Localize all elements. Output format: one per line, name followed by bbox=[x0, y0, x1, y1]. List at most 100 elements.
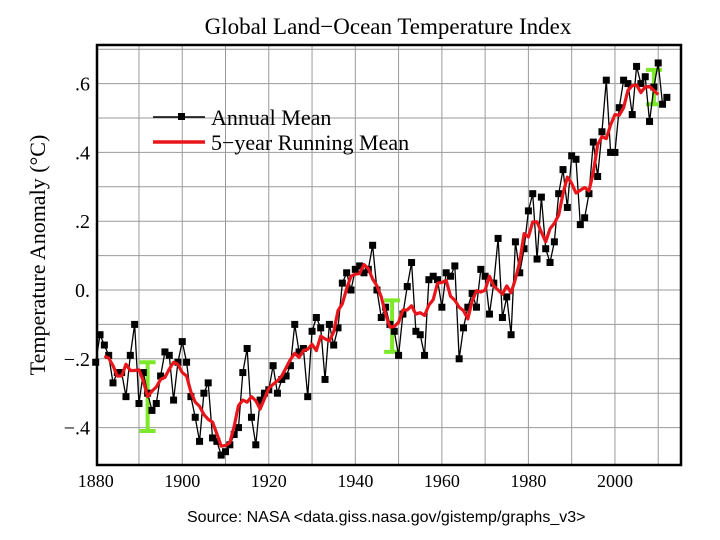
annual-mean-point bbox=[585, 190, 593, 198]
annual-mean-point bbox=[165, 351, 173, 359]
annual-mean-point bbox=[247, 413, 255, 421]
annual-mean-point bbox=[576, 221, 584, 229]
annual-mean-point bbox=[126, 351, 134, 359]
annual-mean-point bbox=[217, 451, 225, 459]
annual-mean-point bbox=[589, 138, 597, 146]
chart-title: Global Land−Ocean Temperature Index bbox=[205, 14, 572, 39]
annual-mean-series bbox=[92, 59, 671, 459]
annual-mean-point bbox=[152, 400, 160, 408]
annual-mean-point bbox=[243, 344, 251, 352]
annual-mean-point bbox=[416, 331, 424, 339]
annual-mean-point bbox=[330, 341, 338, 349]
annual-mean-point bbox=[213, 437, 221, 445]
running-mean-line bbox=[103, 83, 660, 448]
annual-mean-point bbox=[325, 320, 333, 328]
annual-mean-point bbox=[442, 269, 450, 277]
annual-mean-point bbox=[511, 238, 519, 246]
annual-mean-point bbox=[299, 344, 307, 352]
annual-mean-point bbox=[200, 389, 208, 397]
running-mean-series bbox=[103, 83, 660, 448]
annual-mean-point bbox=[455, 355, 463, 363]
annual-mean-point bbox=[620, 76, 628, 84]
annual-mean-point bbox=[282, 372, 290, 380]
annual-mean-point bbox=[321, 375, 329, 383]
legend: Annual Mean 5−year Running Mean bbox=[153, 105, 409, 155]
annual-mean-point bbox=[637, 80, 645, 88]
annual-mean-point bbox=[529, 190, 537, 198]
annual-mean-point bbox=[360, 269, 368, 277]
y-tick-label: .4 bbox=[75, 142, 90, 164]
annual-mean-point bbox=[468, 289, 476, 297]
annual-mean-point bbox=[161, 348, 169, 356]
annual-mean-point bbox=[377, 314, 385, 322]
annual-mean-point bbox=[503, 293, 511, 301]
x-tick-labels: 1880 1900 1920 1940 1960 1980 2000 bbox=[78, 471, 633, 491]
annual-mean-point bbox=[105, 351, 113, 359]
annual-mean-point bbox=[412, 327, 420, 335]
x-tick-label: 2000 bbox=[597, 471, 633, 491]
annual-mean-point bbox=[252, 441, 260, 449]
annual-mean-point bbox=[109, 379, 117, 387]
annual-mean-point bbox=[187, 393, 195, 401]
annual-mean-point bbox=[196, 437, 204, 445]
annual-mean-point bbox=[170, 396, 178, 404]
annual-mean-point bbox=[347, 286, 355, 294]
annual-mean-point bbox=[226, 441, 234, 449]
annual-mean-point bbox=[273, 389, 281, 397]
annual-mean-point bbox=[308, 327, 316, 335]
x-tick-label: 1960 bbox=[424, 471, 460, 491]
annual-mean-point bbox=[641, 73, 649, 81]
annual-mean-point bbox=[520, 245, 528, 253]
x-tick-label: 1940 bbox=[337, 471, 373, 491]
annual-mean-point bbox=[568, 152, 576, 160]
annual-mean-point bbox=[209, 434, 217, 442]
annual-mean-point bbox=[183, 358, 191, 366]
y-tick-label: 0. bbox=[75, 280, 90, 302]
annual-mean-point bbox=[542, 245, 550, 253]
annual-mean-point bbox=[260, 389, 268, 397]
annual-mean-point bbox=[572, 155, 580, 163]
annual-mean-line bbox=[95, 62, 668, 457]
annual-mean-point bbox=[624, 80, 632, 88]
annual-mean-point bbox=[546, 258, 554, 266]
annual-mean-point bbox=[494, 234, 502, 242]
annual-mean-point bbox=[581, 214, 589, 222]
legend-annual-marker bbox=[178, 113, 185, 120]
annual-mean-point bbox=[650, 83, 658, 91]
grid bbox=[97, 45, 681, 465]
annual-mean-point bbox=[135, 400, 143, 408]
annual-mean-point bbox=[343, 269, 351, 277]
annual-mean-point bbox=[408, 258, 416, 266]
annual-mean-point bbox=[425, 276, 433, 284]
x-tick-label: 1880 bbox=[78, 471, 114, 491]
annual-mean-point bbox=[550, 238, 558, 246]
legend-running-label: 5−year Running Mean bbox=[211, 130, 409, 155]
annual-mean-point bbox=[334, 324, 342, 332]
annual-mean-point bbox=[286, 362, 294, 370]
annual-mean-point bbox=[230, 430, 238, 438]
annual-mean-point bbox=[524, 207, 532, 215]
annual-mean-point bbox=[390, 327, 398, 335]
annual-mean-point bbox=[477, 265, 485, 273]
annual-mean-point bbox=[472, 303, 480, 311]
y-tick-labels: .6 .4 .2 0. −.2 −.4 bbox=[64, 74, 90, 440]
x-tick-label: 1920 bbox=[251, 471, 287, 491]
annual-mean-point bbox=[148, 406, 156, 414]
source-caption: Source: NASA <data.giss.nasa.gov/gistemp… bbox=[187, 509, 586, 526]
annual-mean-point bbox=[559, 166, 567, 174]
annual-mean-point bbox=[239, 369, 247, 377]
annual-mean-point bbox=[295, 348, 303, 356]
x-tick-label: 1900 bbox=[164, 471, 200, 491]
annual-mean-point bbox=[646, 117, 654, 125]
annual-mean-point bbox=[338, 279, 346, 287]
annual-mean-point bbox=[369, 241, 377, 249]
annual-mean-point bbox=[498, 314, 506, 322]
annual-mean-point bbox=[256, 396, 264, 404]
annual-mean-point bbox=[607, 148, 615, 156]
annual-mean-point bbox=[447, 272, 455, 280]
annual-mean-point bbox=[291, 320, 299, 328]
annual-mean-point bbox=[451, 262, 459, 270]
y-tick-label: .6 bbox=[75, 74, 90, 96]
annual-mean-point bbox=[533, 255, 541, 263]
annual-mean-point bbox=[537, 193, 545, 201]
